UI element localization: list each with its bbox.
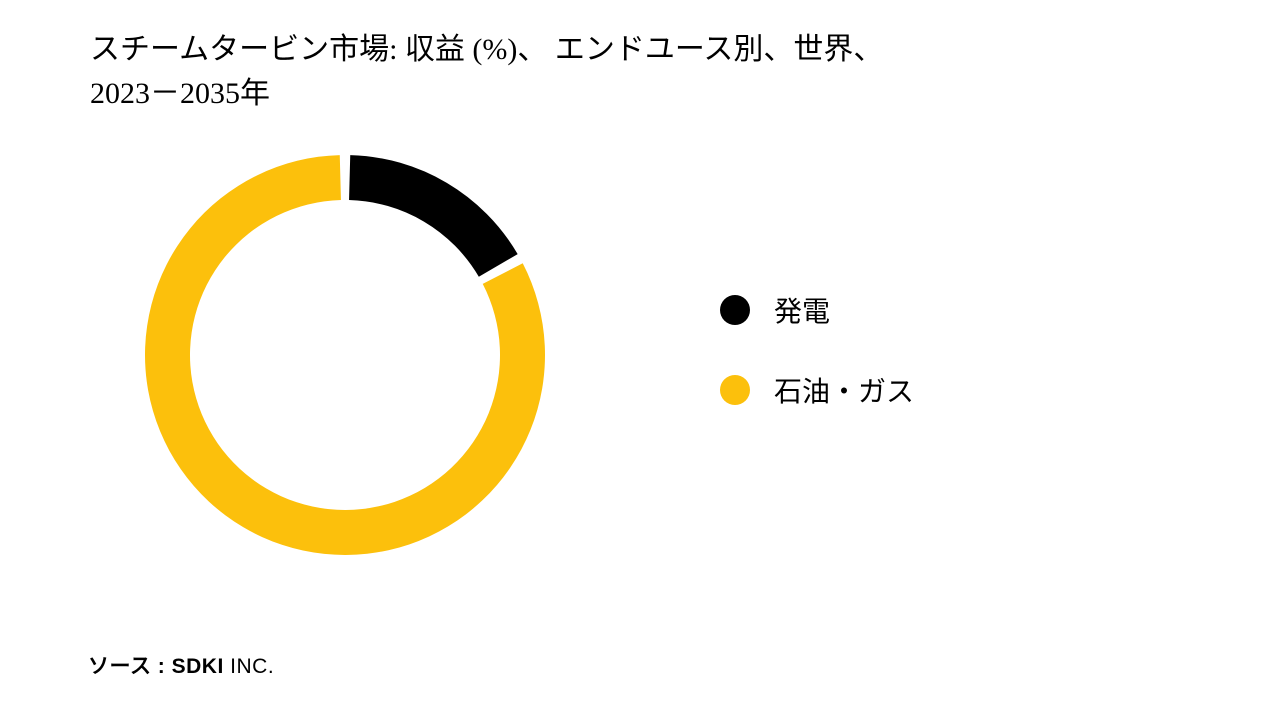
source-rest: INC. (224, 655, 274, 678)
legend-label-0: 発電 (774, 290, 830, 330)
title-line-1: スチームタービン市場: 収益 (%)、 エンドユース別、世界、 (90, 33, 883, 66)
source-text: ソース : SDKI INC. (88, 650, 274, 680)
chart-title: スチームタービン市場: 収益 (%)、 エンドユース別、世界、 2023－203… (90, 28, 990, 115)
legend: 発電石油・ガス (720, 290, 914, 410)
source-brand: SDKI (172, 655, 224, 678)
source-prefix: ソース : (88, 655, 172, 678)
legend-item-1: 石油・ガス (720, 370, 914, 410)
chart-container: スチームタービン市場: 収益 (%)、 エンドユース別、世界、 2023－203… (0, 0, 1280, 720)
title-line-2: 2023－2035年 (90, 77, 270, 110)
donut-segment-0 (349, 155, 518, 277)
legend-label-1: 石油・ガス (774, 370, 914, 410)
donut-svg (125, 135, 565, 575)
donut-chart (125, 135, 565, 575)
legend-dot-1 (720, 375, 750, 405)
legend-item-0: 発電 (720, 290, 914, 330)
legend-dot-0 (720, 295, 750, 325)
